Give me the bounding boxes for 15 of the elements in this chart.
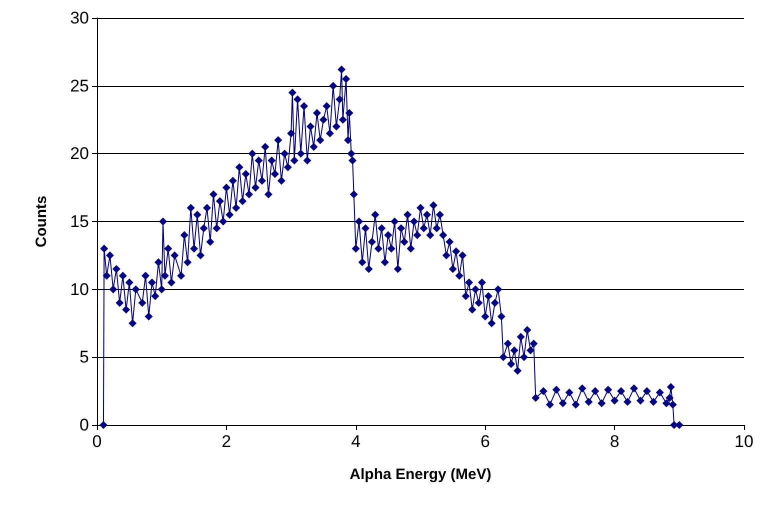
y-axis-title: Counts <box>33 196 50 248</box>
x-tick-label: 4 <box>351 432 361 451</box>
x-axis-title: Alpha Energy (MeV) <box>350 466 492 483</box>
x-tick-label: 6 <box>480 432 490 451</box>
y-tick-label: 10 <box>70 280 89 299</box>
y-tick-label: 25 <box>70 76 89 96</box>
y-tick-label: 0 <box>80 416 89 434</box>
y-tick-label: 30 <box>70 8 89 28</box>
y-tick-label: 5 <box>80 348 89 367</box>
y-tick-label: 15 <box>70 212 89 231</box>
x-tick-label: 8 <box>610 432 620 451</box>
y-tick-label: 20 <box>70 144 89 164</box>
x-tick-label: 10 <box>734 432 754 451</box>
x-tick-label: 2 <box>222 432 232 451</box>
x-tick-label: 0 <box>92 432 102 451</box>
